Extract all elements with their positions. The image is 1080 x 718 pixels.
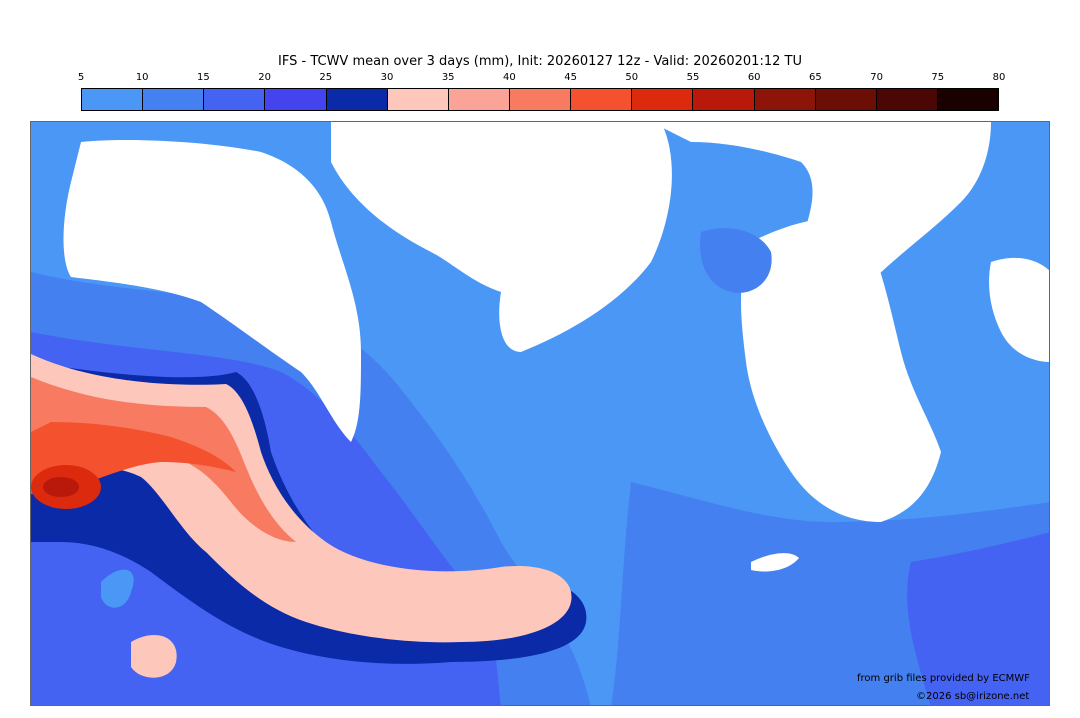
field-plume-mid (31, 377, 296, 542)
colorbar-tick-label: 45 (564, 72, 577, 83)
colorbar-segment (82, 89, 144, 110)
field-plume-blob (131, 634, 177, 678)
colorbar-segment (754, 89, 816, 110)
colorbar-segment (448, 89, 510, 110)
colorbar-tick-label: 70 (870, 72, 883, 83)
dry-russia (989, 257, 1049, 362)
colorbar-segment (265, 89, 327, 110)
colorbar-tick-label: 25 (319, 72, 333, 83)
copyright-credit: ©2026 sb@irizone.net (916, 691, 1030, 702)
colorbar-segment (632, 89, 694, 110)
colorbar (81, 88, 999, 111)
dry-canada (63, 140, 361, 442)
colorbar-segment (876, 89, 938, 110)
map-panel[interactable] (30, 121, 1050, 706)
field-low-island (101, 569, 134, 608)
field-plume-max (43, 477, 79, 497)
tcwv-field-map (31, 122, 1049, 705)
colorbar-tick-label: 10 (135, 72, 149, 83)
colorbar-tick-label: 20 (258, 72, 271, 83)
colorbar-tick-label: 65 (809, 72, 822, 83)
colorbar-segment (326, 89, 388, 110)
field-swirl (700, 228, 772, 293)
colorbar-segment (815, 89, 877, 110)
dry-scandinavia (741, 218, 941, 522)
colorbar-segment (204, 89, 266, 110)
source-credit: from grib files provided by ECMWF (857, 673, 1030, 684)
colorbar-segment (387, 89, 449, 110)
colorbar-segment (571, 89, 633, 110)
colorbar-tick-label: 55 (686, 72, 700, 83)
colorbar-segment (693, 89, 755, 110)
dry-alps (751, 553, 799, 572)
colorbar-segment (937, 89, 999, 110)
colorbar-tick-label: 75 (931, 72, 945, 83)
colorbar-tick-label: 30 (380, 72, 394, 83)
colorbar-segment (509, 89, 572, 110)
colorbar-segment (143, 89, 205, 110)
dry-greenland (331, 122, 672, 352)
colorbar-tick-label: 50 (625, 72, 639, 83)
colorbar-tick-label: 35 (441, 72, 455, 83)
chart-title: IFS - TCWV mean over 3 days (mm), Init: … (278, 54, 802, 69)
colorbar-tick-label: 80 (992, 72, 1006, 83)
colorbar-tick-label: 15 (197, 72, 210, 83)
colorbar-tick-label: 5 (77, 72, 85, 83)
colorbar-tick-label: 60 (747, 72, 761, 83)
colorbar-tick-label: 40 (503, 72, 516, 83)
field-high-east (907, 532, 1049, 705)
